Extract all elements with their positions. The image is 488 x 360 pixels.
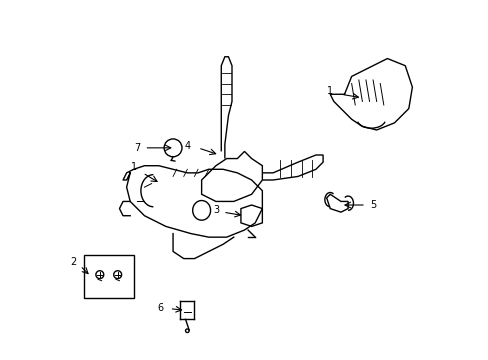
Text: 1: 1	[130, 162, 137, 172]
Text: 2: 2	[70, 257, 76, 267]
Text: 4: 4	[184, 141, 190, 151]
Text: 7: 7	[134, 143, 140, 153]
Text: 1: 1	[326, 86, 333, 96]
Text: 3: 3	[212, 205, 219, 215]
Text: 5: 5	[369, 200, 375, 210]
Text: 6: 6	[157, 302, 163, 312]
